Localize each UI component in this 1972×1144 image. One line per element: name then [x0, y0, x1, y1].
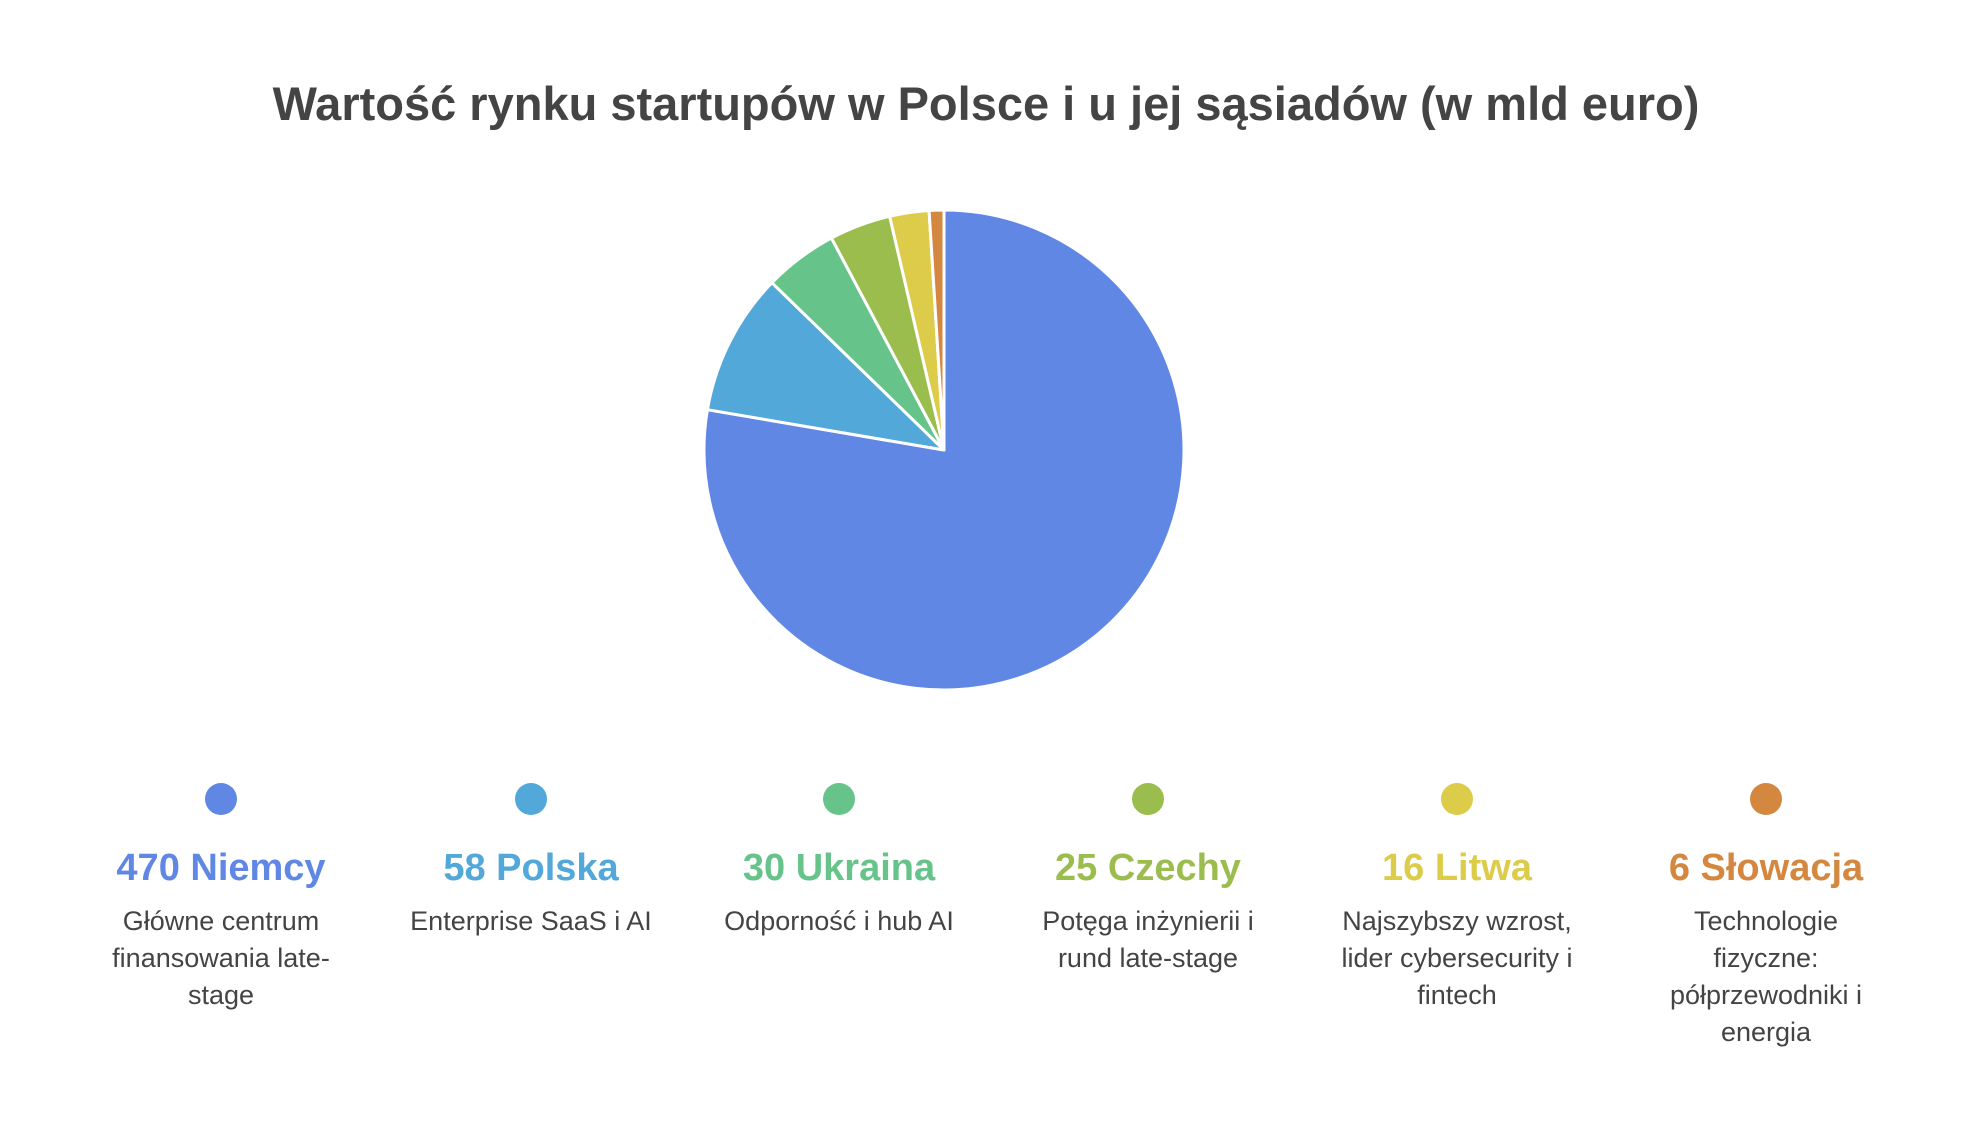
legend-dot: [1132, 783, 1164, 815]
legend-heading: 470 Niemcy: [116, 847, 326, 889]
legend-item: 16 Litwa Najszybszy wzrost, lider cybers…: [1312, 783, 1602, 1014]
legend-item: 58 Polska Enterprise SaaS i AI: [386, 783, 676, 940]
legend-dot: [205, 783, 237, 815]
legend-dot: [1750, 783, 1782, 815]
legend-item: 25 Czechy Potęga inżynierii i rund late-…: [1003, 783, 1293, 977]
legend-item: 6 Słowacja Technologie fizyczne: półprze…: [1621, 783, 1911, 1051]
legend-dot: [515, 783, 547, 815]
legend-item: 470 Niemcy Główne centrum finansowania l…: [76, 783, 366, 1014]
legend-heading: 6 Słowacja: [1668, 847, 1864, 889]
legend-heading: 30 Ukraina: [742, 847, 936, 889]
legend-description: Najszybszy wzrost, lider cybersecurity i…: [1341, 906, 1573, 1010]
legend-item: 30 Ukraina Odporność i hub AI: [694, 783, 984, 940]
legend-description: Odporność i hub AI: [724, 906, 954, 936]
legend-description: Główne centrum finansowania late-stage: [112, 906, 330, 1010]
legend-heading: 16 Litwa: [1382, 847, 1532, 889]
legend-description: Technologie fizyczne: półprzewodniki i e…: [1669, 906, 1863, 1047]
legend-description: Enterprise SaaS i AI: [410, 906, 652, 936]
pie-slice-słowacja: [927, 208, 946, 452]
legend-description: Potęga inżynierii i rund late-stage: [1042, 906, 1254, 973]
legend-heading: 25 Czechy: [1055, 847, 1241, 889]
chart-title: Wartość rynku startupów w Polsce i u jej…: [272, 77, 1700, 130]
pie-slice-niemcy: [702, 208, 1186, 692]
pie-slice-polska: [705, 281, 946, 452]
pie-chart: [702, 208, 1186, 692]
legend-dot: [823, 783, 855, 815]
legend-dot: [1441, 783, 1473, 815]
legend-heading: 58 Polska: [443, 847, 619, 889]
